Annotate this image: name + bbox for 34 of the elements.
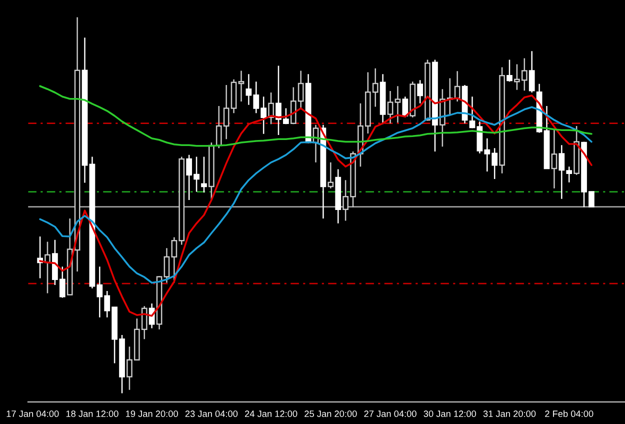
candlestick [506,59,512,82]
x-tick-label: 23 Jan 04:00 [185,410,238,418]
candlestick [208,142,214,200]
x-tick-label: 25 Jan 20:00 [304,410,357,418]
x-tick-label: 19 Jan 20:00 [126,410,178,418]
candlestick [410,80,416,118]
candlestick [417,79,424,104]
candlestick [432,59,438,152]
candlestick [394,85,401,124]
x-tick-label: 31 Jan 20:00 [483,410,536,418]
candlestick [238,70,244,102]
candlestick [380,73,386,125]
x-tick-label: 17 Jan 04:00 [6,410,59,418]
candlestick [44,241,50,294]
candlestick [201,156,207,194]
candlestick [387,90,394,124]
candlestick [574,125,580,176]
candlestick [469,96,476,129]
candlestick [328,162,334,190]
candlestick [499,66,505,174]
candlestick [454,70,460,102]
candlestick [544,105,550,170]
candlestick [402,96,408,118]
candlestick [551,128,558,190]
x-tick-label: 24 Jan 12:00 [245,410,298,418]
x-tick-label: 27 Jan 04:00 [364,410,416,418]
candlestick [424,59,430,122]
x-tick-label: 2 Feb 04:00 [545,410,594,418]
candlestick [335,168,342,224]
x-tick-label: 30 Jan 12:00 [424,410,476,418]
candlestick [528,50,535,94]
x-tick-label: 18 Jan 12:00 [66,410,118,418]
candlestick [37,236,43,279]
candlestick [82,36,88,184]
